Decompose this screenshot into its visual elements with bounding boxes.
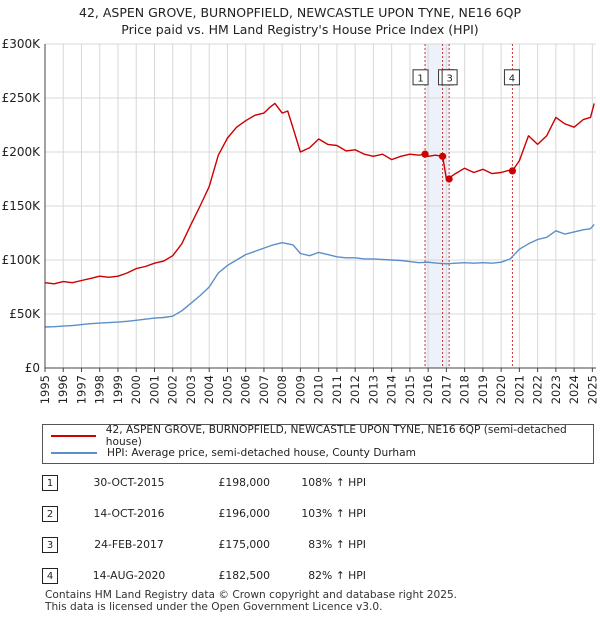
sale-date: 24-FEB-2017 — [94, 538, 164, 551]
x-tick-label: 2004 — [202, 375, 216, 404]
x-tick-label: 1997 — [74, 375, 88, 404]
y-tick-label: £300K — [2, 37, 42, 51]
x-tick-label: 2019 — [476, 375, 490, 404]
sale-row: 4 14-AUG-2020 £182,500 82% ↑ HPI — [42, 568, 462, 586]
x-tick-label: 2021 — [512, 375, 526, 404]
sale-row: 1 30-OCT-2015 £198,000 108% ↑ HPI — [42, 475, 462, 493]
x-tick-label: 2022 — [531, 375, 545, 404]
sale-number-badge: 4 — [42, 568, 58, 584]
x-tick-label: 2001 — [147, 375, 161, 404]
y-tick-label: £250K — [2, 91, 42, 105]
x-tick-label: 2024 — [567, 375, 581, 404]
y-tick-label: £200K — [2, 145, 42, 159]
sale-point — [508, 167, 517, 175]
x-tick-label: 2011 — [330, 375, 344, 404]
sale-row: 3 24-FEB-2017 £175,000 83% ↑ HPI — [42, 537, 462, 555]
x-tick-label: 2017 — [439, 375, 453, 404]
sale-hpi-change: 108% ↑ HPI — [301, 476, 366, 489]
price-chart: £0 £50K £100K £150K £200K £250K £300K 1995 1996 1… — [2, 37, 600, 404]
footer-attribution: Contains HM Land Registry data © Crown c… — [45, 589, 457, 613]
footer-line-1: Contains HM Land Registry data © Crown c… — [45, 589, 458, 601]
x-tick-label: 2015 — [403, 375, 417, 404]
sale-date: 14-AUG-2020 — [92, 569, 166, 582]
x-tick-label: 2013 — [366, 375, 380, 404]
sale-annotation-box — [412, 69, 429, 86]
sale-date: 30-OCT-2015 — [93, 476, 165, 489]
sale-price: £182,500 — [218, 569, 270, 582]
x-tick-label: 1996 — [56, 375, 70, 404]
property-price-line — [44, 102, 595, 285]
sale-number-badge: 1 — [42, 475, 58, 491]
title-line-1: 42, ASPEN GROVE, BURNOPFIELD, NEWCASTLE … — [79, 5, 521, 20]
chart-legend: 42, ASPEN GROVE, BURNOPFIELD, NEWCASTLE … — [42, 424, 594, 464]
sale-date: 14-OCT-2016 — [93, 507, 165, 520]
legend-label-property: 42, ASPEN GROVE, BURNOPFIELD, NEWCASTLE … — [105, 424, 567, 448]
x-tick-label: 2023 — [549, 375, 563, 404]
x-tick-label: 1998 — [93, 375, 107, 404]
x-tick-label: 2009 — [293, 375, 307, 404]
x-tick-label: 2014 — [385, 375, 399, 404]
x-tick-label: 2006 — [239, 375, 253, 404]
sale-price: £196,000 — [218, 507, 270, 520]
x-tick-label: 2007 — [257, 375, 271, 404]
sale-number-badge: 3 — [42, 537, 58, 553]
x-tick-label: 2012 — [348, 375, 362, 404]
y-tick-label: £100K — [2, 253, 42, 267]
sale-price: £198,000 — [218, 476, 270, 489]
x-tick-label: 2002 — [166, 375, 180, 404]
x-tick-label: 2018 — [458, 375, 472, 404]
sale-annotation-box — [503, 69, 520, 86]
legend-swatch-hpi — [51, 452, 97, 454]
sale-row: 2 14-OCT-2016 £196,000 103% ↑ HPI — [42, 506, 462, 524]
chart-title: 42, ASPEN GROVE, BURNOPFIELD, NEWCASTLE … — [0, 4, 600, 38]
x-tick-label: 2025 — [585, 375, 599, 404]
legend-swatch-property — [51, 435, 96, 437]
x-tick-label: 2016 — [421, 375, 435, 404]
y-tick-label: £50K — [9, 307, 41, 321]
legend-label-hpi: HPI: Average price, semi-detached house,… — [107, 447, 416, 459]
x-tick-label: 1999 — [111, 375, 125, 404]
sale-point — [421, 150, 429, 158]
x-tick-label: 2020 — [494, 375, 508, 404]
sale-hpi-change: 103% ↑ HPI — [301, 507, 366, 520]
title-line-2: Price paid vs. HM Land Registry's House … — [121, 22, 479, 37]
x-tick-label: 2005 — [220, 375, 234, 404]
sale-annotation-label: 4 — [509, 73, 515, 84]
sale-annotation-label: 1 — [417, 73, 423, 84]
sale-price: £175,000 — [218, 538, 270, 551]
sale-hpi-change: 83% ↑ HPI — [308, 538, 366, 551]
legend-item-hpi: HPI: Average price, semi-detached house,… — [51, 445, 416, 461]
footer-line-2: This data is licensed under the Open Gov… — [45, 601, 383, 613]
legend-item-property: 42, ASPEN GROVE, BURNOPFIELD, NEWCASTLE … — [51, 424, 593, 448]
x-tick-label: 2008 — [275, 375, 289, 404]
sale-point — [438, 152, 447, 160]
y-tick-label: £0 — [25, 361, 40, 375]
x-tick-label: 2010 — [312, 375, 326, 404]
sale-annotation-box — [441, 69, 458, 86]
x-tick-label: 1995 — [38, 375, 52, 404]
hpi-line — [44, 223, 595, 328]
x-tick-label: 2003 — [184, 375, 198, 404]
y-tick-label: £150K — [2, 199, 42, 213]
x-tick-label: 2000 — [129, 375, 143, 404]
sale-point — [445, 175, 453, 183]
sale-hpi-change: 82% ↑ HPI — [308, 569, 366, 582]
sale-number-badge: 2 — [42, 506, 58, 522]
sale-annotation-label: 3 — [446, 73, 452, 84]
